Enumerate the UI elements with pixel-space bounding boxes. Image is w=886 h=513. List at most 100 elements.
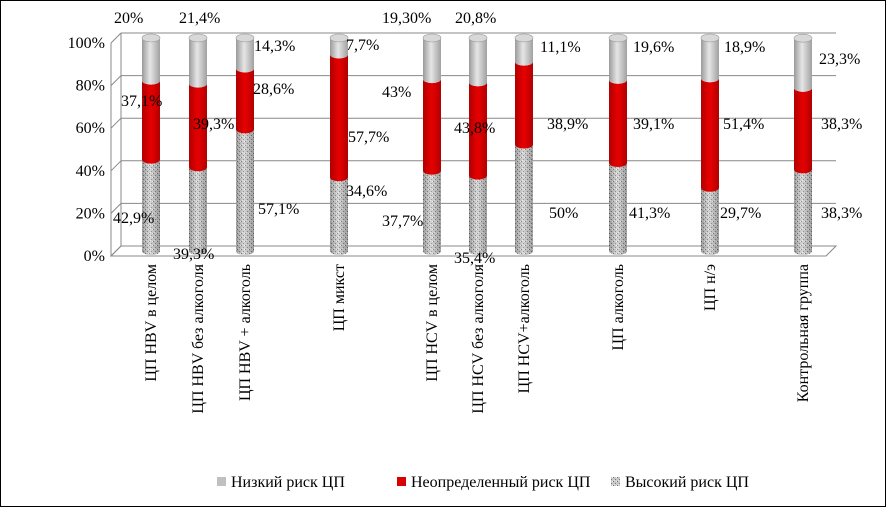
y-axis: 0% 20% 40% 60% 80% 100%	[68, 35, 112, 265]
bar-segment-low-risk	[515, 38, 533, 66]
bar-top-cap	[700, 33, 720, 43]
bar-segment-uncertain-risk	[701, 78, 719, 192]
gridline-depth	[110, 75, 122, 86]
bar-segment-uncertain-risk	[515, 61, 533, 149]
bar-top-cap	[468, 33, 488, 43]
bar-top-cap	[422, 33, 442, 43]
bar-segment-shading	[236, 129, 254, 255]
legend-swatch	[217, 477, 226, 486]
x-category-label: ЦП HBV в целом	[143, 264, 160, 382]
y-tick-label: 40%	[76, 163, 105, 180]
bar-segment-uncertain-risk	[469, 82, 487, 180]
gridline-depth	[110, 203, 122, 214]
x-category-label: ЦП HCV+алкоголь	[516, 264, 533, 393]
gridline-depth	[110, 32, 122, 44]
legend-label: Неопределенный риск ЦП	[411, 474, 591, 491]
bar-segment-shading	[469, 175, 487, 255]
bar-segment-shading	[794, 169, 812, 255]
bar-segment-uncertain-risk	[236, 68, 254, 134]
bar-segment-uncertain-risk	[609, 79, 627, 168]
bar-segment-uncertain-risk	[423, 79, 441, 175]
data-label-uncertain-risk: 43,8%	[454, 120, 495, 137]
data-label-high-risk: 41,3%	[629, 205, 670, 222]
bar-segment-uncertain-risk	[794, 87, 812, 174]
gridline-depth	[110, 117, 122, 129]
bar-stack	[422, 33, 442, 255]
legend: Низкий риск ЦП Неопределенный риск ЦП Высо…	[217, 474, 749, 491]
bar-stack	[514, 33, 534, 255]
x-category-label: ЦП HBV + алкоголь	[237, 264, 254, 401]
data-label-low-risk: 20%	[114, 10, 143, 27]
data-label-low-risk: 19,6%	[633, 39, 674, 56]
data-labels: 42,9% 37,1% 20% 39,3% 39,3% 21,4% 57,1% 28,6% 14…	[113, 10, 862, 267]
bar-segment-shading	[701, 187, 719, 255]
x-category-label: Контрольная группа	[795, 264, 812, 402]
bar-stack	[329, 33, 349, 255]
data-label-low-risk: 11,1%	[540, 39, 581, 56]
y-tick-label: 100%	[68, 35, 105, 52]
data-label-uncertain-risk: 51,4%	[723, 116, 764, 133]
x-category-label: ЦП алкоголь	[610, 264, 627, 351]
bars	[141, 33, 813, 255]
x-category-label: ЦП HCV без алкоголя	[470, 263, 487, 413]
bar-stack	[468, 33, 488, 255]
y-tick-label: 80%	[76, 78, 105, 95]
data-label-high-risk: 35,4%	[454, 250, 495, 267]
bar-top-cap	[235, 33, 255, 43]
data-label-low-risk: 21,4%	[179, 10, 220, 27]
data-label-high-risk: 39,3%	[173, 246, 214, 263]
x-axis-labels: ЦП HBV в целом ЦП HBV без алкоголя ЦП HBV …	[143, 263, 812, 413]
data-label-high-risk: 37,7%	[382, 213, 423, 230]
x-category-label: ЦП HCV в целом	[424, 264, 441, 382]
data-label-high-risk: 57,1%	[258, 201, 299, 218]
bar-stack	[700, 33, 720, 255]
data-label-uncertain-risk: 39,1%	[633, 116, 674, 133]
data-label-uncertain-risk: 39,3%	[193, 116, 234, 133]
bar-stack	[141, 33, 161, 255]
bar-stack	[608, 33, 628, 255]
bar-segment-low-risk	[609, 38, 627, 84]
data-label-high-risk: 29,7%	[720, 205, 761, 222]
bar-segment-shading	[515, 144, 533, 255]
y-tick-label: 20%	[76, 205, 105, 222]
bar-segment-low-risk	[423, 38, 441, 84]
y-tick-label: 60%	[76, 120, 105, 137]
legend-swatch	[611, 477, 620, 486]
bar-segment-shading	[423, 170, 441, 255]
data-label-uncertain-risk: 43%	[382, 84, 411, 101]
data-label-high-risk: 34,6%	[346, 183, 387, 200]
bar-segment-uncertain-risk	[189, 83, 207, 172]
bar-top-cap	[793, 33, 813, 43]
bar-top-cap	[608, 33, 628, 43]
data-label-uncertain-risk: 57,7%	[348, 129, 389, 146]
bar-top-cap	[188, 33, 208, 43]
bar-segment-low-risk	[236, 38, 254, 73]
bar-segment-shading	[142, 159, 160, 255]
legend-label: Низкий риск ЦП	[231, 474, 345, 491]
data-label-uncertain-risk: 37,1%	[121, 93, 162, 110]
data-label-low-risk: 18,9%	[724, 39, 765, 56]
y-tick-label: 0%	[84, 248, 105, 265]
bar-segment-shading	[609, 163, 627, 255]
data-label-uncertain-risk: 38,9%	[547, 116, 588, 133]
legend-label: Высокий риск ЦП	[625, 474, 749, 491]
bar-segment-low-risk	[189, 38, 207, 88]
x-category-label: ЦП HBV без алкоголя	[190, 263, 207, 413]
bar-segment-low-risk	[469, 38, 487, 87]
data-label-low-risk: 23,3%	[819, 51, 860, 68]
data-label-low-risk: 14,3%	[254, 38, 295, 55]
bar-segment-low-risk	[142, 38, 160, 85]
bar-segment-shading	[189, 167, 207, 255]
bar-segment-low-risk	[330, 38, 348, 59]
floor	[109, 245, 838, 257]
bar-segment-low-risk	[794, 38, 812, 92]
data-label-uncertain-risk: 38,3%	[821, 116, 862, 133]
bar-top-cap	[514, 33, 534, 43]
x-category-label: ЦП н/э	[702, 264, 719, 311]
data-label-low-risk: 20,8%	[455, 10, 496, 27]
data-label-high-risk: 38,3%	[821, 205, 862, 222]
bar-stack	[188, 33, 208, 255]
data-label-low-risk: 7,7%	[346, 37, 379, 54]
